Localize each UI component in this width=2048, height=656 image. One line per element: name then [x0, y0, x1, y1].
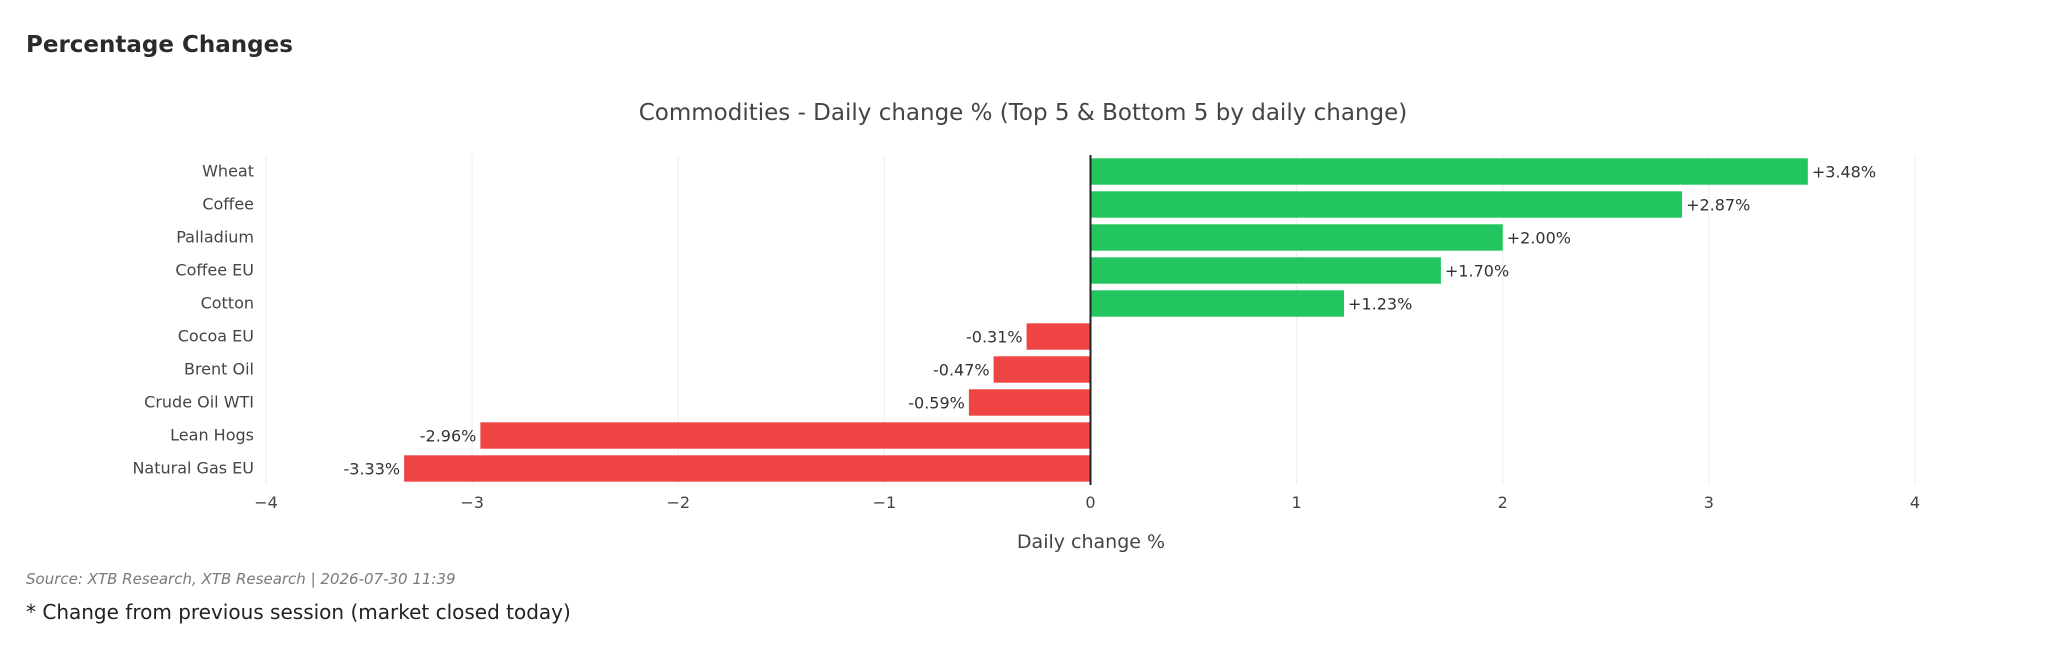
data-label: +3.48%: [1812, 163, 1876, 182]
bar: [993, 356, 1091, 383]
x-tick-label: −3: [460, 493, 484, 512]
data-label: +1.23%: [1348, 295, 1412, 314]
category-label: Wheat: [202, 162, 254, 181]
chart-title: Commodities - Daily change % (Top 5 & Bo…: [639, 100, 1408, 126]
bar: [1090, 158, 1808, 185]
bar: [1026, 323, 1091, 350]
bar: [1090, 290, 1345, 317]
x-axis-title: Daily change %: [1017, 531, 1165, 553]
bar-chart: Commodities - Daily change % (Top 5 & Bo…: [132, 100, 1920, 553]
data-label: +1.70%: [1445, 262, 1509, 281]
x-tick-labels: −4 −3 −2 −1 0 1 2 3 4: [254, 493, 1920, 512]
data-label: -0.47%: [933, 361, 990, 380]
data-label: -0.59%: [908, 394, 965, 413]
x-tick-label: −2: [666, 493, 690, 512]
data-label: -3.33%: [343, 460, 400, 479]
category-labels: Wheat Coffee Palladium Coffee EU Cotton Cocoa…: [132, 162, 254, 478]
data-label: -0.31%: [966, 328, 1023, 347]
x-tick-label: 0: [1085, 493, 1095, 512]
x-tick-label: −1: [873, 493, 897, 512]
category-label: Cotton: [201, 294, 254, 313]
footnote: * Change from previous session (market c…: [26, 600, 571, 624]
data-label: +2.00%: [1507, 229, 1571, 248]
bar: [1090, 224, 1503, 251]
bar: [968, 389, 1091, 416]
page-heading: Percentage Changes: [26, 32, 293, 58]
data-label: +2.87%: [1686, 196, 1750, 215]
bar: [404, 455, 1091, 482]
bar: [1090, 257, 1441, 284]
bar: [1090, 191, 1683, 218]
x-tick-label: 4: [1910, 493, 1920, 512]
data-labels: +3.48% +2.87% +2.00% +1.70% +1.23% -0.31% -0.4…: [343, 163, 1876, 479]
x-tick-label: 1: [1292, 493, 1302, 512]
category-label: Lean Hogs: [170, 426, 254, 445]
x-tick-label: −4: [254, 493, 278, 512]
bar: [480, 422, 1091, 449]
category-label: Coffee EU: [175, 261, 254, 280]
bars: [404, 158, 1808, 482]
category-label: Crude Oil WTI: [144, 393, 254, 412]
category-label: Coffee: [202, 195, 254, 214]
x-tick-label: 3: [1704, 493, 1714, 512]
category-label: Palladium: [176, 228, 254, 247]
x-tick-label: 2: [1498, 493, 1508, 512]
data-label: -2.96%: [420, 427, 477, 446]
source-note: Source: XTB Research, XTB Research | 202…: [26, 570, 456, 588]
category-label: Cocoa EU: [178, 327, 254, 346]
category-label: Natural Gas EU: [132, 459, 254, 478]
category-label: Brent Oil: [184, 360, 254, 379]
